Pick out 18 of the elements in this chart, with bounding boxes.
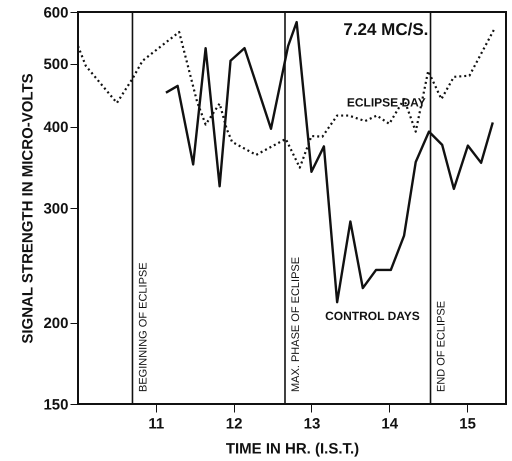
series-label: CONTROL DAYS: [325, 309, 420, 324]
x-axis-title: TIME IN HR. (I.S.T.): [226, 440, 360, 458]
y-tick-label: 500: [43, 56, 68, 74]
annotation: 7.24 MC/S.: [343, 20, 428, 39]
y-axis-title: SIGNAL STRENGTH IN MICRO-VOLTS: [19, 73, 36, 344]
ref-line-label: BEGINNING OF ECLIPSE: [137, 262, 150, 392]
y-tick-label: 300: [43, 200, 68, 218]
y-tick-label: 600: [43, 4, 68, 22]
y-tick-label: 150: [43, 396, 68, 414]
x-tick-label: 13: [304, 416, 320, 432]
ref-line-label: MAX. PHASE OF ECLIPSE: [290, 256, 302, 392]
y-tick-label: 400: [43, 119, 68, 136]
ref-line-label: END OF ECLIPSE: [436, 300, 448, 392]
y-tick-label: 200: [43, 315, 68, 332]
x-tick-label: 15: [459, 416, 476, 432]
x-tick-label: 12: [226, 416, 242, 432]
x-tick-label: 11: [148, 416, 164, 432]
x-tick-label: 14: [381, 416, 399, 432]
